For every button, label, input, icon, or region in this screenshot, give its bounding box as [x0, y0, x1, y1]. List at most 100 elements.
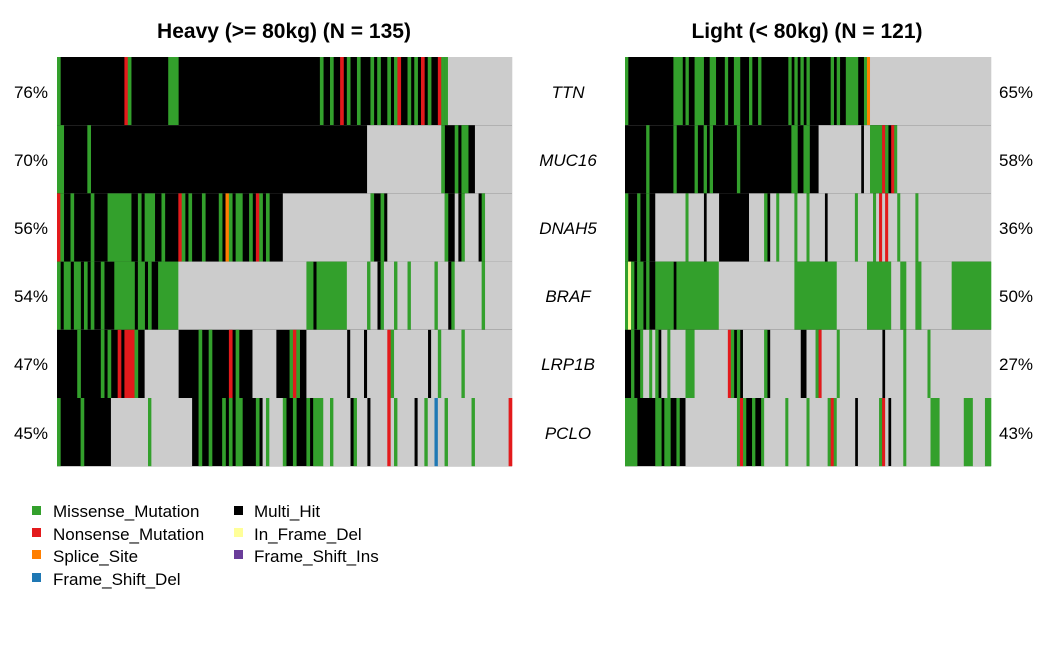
heatmap-cell: [836, 57, 841, 126]
heatmap-cell: [885, 193, 889, 262]
legend-swatch-splice: [32, 550, 41, 559]
heatmap-cell: [631, 329, 635, 398]
panel-title-light: Light (< 80kg) (N = 121): [691, 20, 922, 43]
heatmap-cell: [854, 125, 862, 194]
heatmap-cell: [57, 398, 61, 467]
heatmap-cell: [427, 57, 432, 126]
gene-label: TTN: [551, 83, 585, 102]
heatmap-cell: [779, 193, 795, 262]
heatmap-cell: [417, 398, 425, 467]
heatmap-cell: [921, 261, 952, 330]
heatmap-cell: [863, 125, 868, 194]
heatmap-cell: [709, 57, 717, 126]
heatmap-cell: [879, 193, 883, 262]
heatmap-cell: [178, 261, 307, 330]
heatmap-cell: [451, 261, 455, 330]
legend-swatch-missense: [32, 506, 41, 515]
heatmap-cell: [437, 57, 442, 126]
heatmap-cell: [770, 329, 801, 398]
heatmap-cell: [144, 329, 179, 398]
heatmap-cell: [749, 57, 753, 126]
heatmap-cell: [437, 261, 449, 330]
heatmap-cell: [655, 329, 659, 398]
heatmap-cell: [900, 193, 916, 262]
heatmap-cell: [407, 261, 412, 330]
heatmap-cell: [218, 193, 223, 262]
heatmap-cell: [827, 398, 831, 467]
heatmap-cell: [454, 261, 482, 330]
heatmap-cell: [794, 125, 798, 194]
heatmap-cell: [736, 329, 741, 398]
heatmap-panel-heavy: [57, 57, 513, 467]
heatmap-cell: [346, 57, 351, 126]
heatmap-cell: [323, 398, 331, 467]
heatmap-cell: [356, 398, 368, 467]
heatmap-cell: [370, 193, 375, 262]
legend-swatch-frame-shift-ins: [234, 550, 243, 559]
heatmap-cell: [664, 398, 671, 467]
heatmap-cell: [235, 398, 243, 467]
heatmap-cell: [676, 261, 720, 330]
percent-labels-heavy: 76% 70% 56% 54% 47% 45%: [14, 83, 48, 443]
heatmap-cell: [891, 125, 895, 194]
legend-label: Nonsense_Mutation: [53, 525, 204, 544]
percent-label: 56%: [14, 219, 48, 238]
heatmap-cell: [397, 57, 402, 126]
heatmap-cell: [939, 398, 965, 467]
heatmap-cell: [158, 261, 179, 330]
heatmap-cell: [444, 57, 449, 126]
heatmap-cell: [424, 398, 429, 467]
heatmap-cell: [464, 329, 513, 398]
heatmap-cell: [900, 261, 907, 330]
heatmap-cell: [894, 125, 898, 194]
heatmap-cell: [857, 398, 880, 467]
heatmap-cell: [57, 57, 61, 126]
heatmap-cell: [134, 329, 139, 398]
heatmap-cell: [188, 193, 193, 262]
heatmap-cell: [882, 193, 886, 262]
heatmap-cell: [806, 398, 810, 467]
heatmap-row-ttn: [57, 57, 512, 126]
heatmap-cell: [80, 398, 85, 467]
heatmap-cell: [265, 398, 270, 467]
heatmap-cell: [306, 398, 311, 467]
heatmap-cell: [836, 261, 868, 330]
heatmap-cell: [794, 57, 798, 126]
heatmap-cell: [228, 329, 233, 398]
heatmap-cell: [137, 261, 145, 330]
heatmap-cell: [313, 398, 324, 467]
heatmap-cell: [906, 398, 931, 467]
heatmap-cell: [208, 398, 213, 467]
heatmap-cell: [794, 193, 798, 262]
heatmap-cell: [373, 398, 388, 467]
heatmap-cell: [444, 193, 449, 262]
heatmap-cell: [891, 398, 904, 467]
heatmap-cell: [897, 125, 992, 194]
legend-swatch-multi-hit: [234, 506, 243, 515]
heatmap-cell: [427, 398, 435, 467]
heatmap-cell: [758, 57, 762, 126]
heatmap-cell: [800, 57, 804, 126]
heatmap-cell: [437, 398, 445, 467]
heatmap-cell: [770, 193, 777, 262]
heatmap-cell: [262, 398, 267, 467]
heatmap-cell: [761, 398, 765, 467]
heatmap-cell: [870, 125, 883, 194]
heatmap-cell: [930, 329, 992, 398]
legend: Missense_Mutation Nonsense_Mutation Spli…: [32, 502, 379, 589]
heatmap-cell: [383, 261, 395, 330]
heatmap-cell: [370, 398, 375, 467]
heatmap-cell: [447, 57, 513, 126]
heatmap-cell: [461, 125, 469, 194]
heatmap-cell: [785, 398, 789, 467]
heatmap-cell: [915, 193, 919, 262]
heatmap-cell: [637, 261, 644, 330]
heatmap-cell: [390, 398, 395, 467]
heatmap-cell: [628, 261, 632, 330]
heatmap-cell: [676, 398, 680, 467]
heatmap-cell: [643, 329, 650, 398]
heatmap-cell: [387, 57, 391, 126]
percent-label: 27%: [999, 355, 1033, 374]
heatmap-cell: [168, 57, 179, 126]
heatmap-cell: [292, 329, 297, 398]
